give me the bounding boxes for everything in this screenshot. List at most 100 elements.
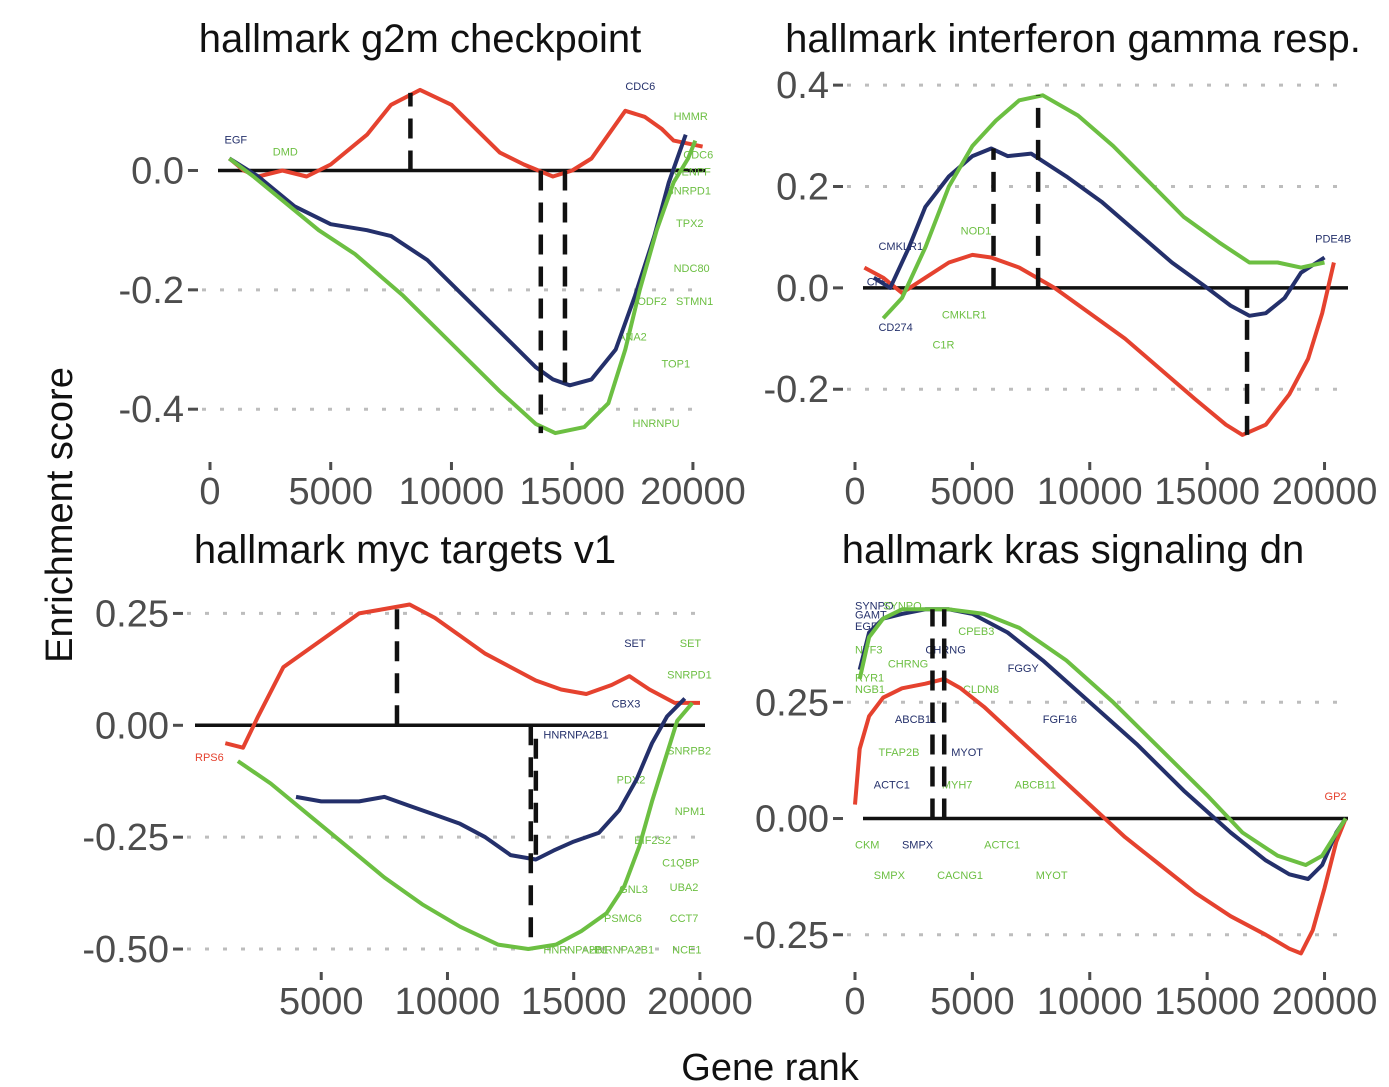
gene-label: TPX2 [676,218,704,230]
series-line-red [853,677,1348,956]
gene-label: DMD [273,147,298,159]
gene-label: HNRNPU [633,418,680,430]
gene-label: PDE4B [1315,233,1351,245]
gene-label: NGB1 [855,684,885,696]
y-tick-label: -0.4 [119,389,184,431]
gene-label: SET [624,638,646,650]
y-tick-label: 0.2 [776,167,829,209]
x-tick-label: 10000 [1037,981,1143,1023]
x-axis-label: Gene rank [681,1047,859,1087]
gene-label: SNRPD1 [666,185,711,197]
y-tick-label: 0.0 [776,268,829,310]
x-tick-label: 5000 [930,981,1015,1023]
gene-label: PSMC6 [604,913,642,925]
y-tick-label: 0.0 [131,150,184,192]
series-line-green [857,607,1348,867]
panel-g2m-checkpoint: hallmark g2m checkpoint 0.0 -0.2 -0.4 0 5000… [119,17,746,513]
gene-label: SYNPO [855,600,894,612]
panel-myc-targets: hallmark myc targets v1 0.25 0.00 -0.25 -0.… [82,528,752,1023]
x-tick-label: 15000 [1154,471,1260,513]
series-line-red [224,602,700,750]
series-line-green [228,139,698,436]
gene-label: HMMR [674,111,708,123]
gene-label: SMPX [874,870,906,882]
series-line-red [228,87,704,179]
x-tick-label: 20000 [1272,981,1378,1023]
gene-label: CCT7 [670,913,699,925]
gene-label: GAMT [855,610,887,622]
x-tick-label: 5000 [279,981,364,1023]
gene-label: HNRNPA2B1 [543,730,608,742]
x-tick-label: 0 [844,981,865,1023]
gene-label: CLDN8 [963,684,999,696]
gene-label: FGF16 [1043,714,1077,726]
gene-label: HNRNPA2B1 [543,945,608,957]
panel-title: hallmark interferon gamma resp. [785,17,1361,61]
gene-label: C1QBP [662,857,699,869]
x-tick-label: 15000 [1154,981,1260,1023]
gene-label: SNRPD1 [667,669,712,681]
x-tick-label: 10000 [395,981,501,1023]
series-line-navy [228,134,688,388]
panel-kras-signaling-dn: hallmark kras signaling dn 0.25 0.00 -0.25… [742,528,1377,1023]
series-line-green [236,701,694,951]
gene-label: CDC6 [625,81,655,93]
gene-label: SNRPB2 [667,745,711,757]
gene-label: CD274 [878,322,912,334]
x-tick-label: 5000 [930,471,1015,513]
series-line-green [881,93,1325,320]
y-tick-label: 0.00 [95,705,169,747]
gene-label: TFAP2B [878,747,919,759]
gene-label: CMKLR1 [942,309,987,321]
gene-label: TOP1 [662,358,691,370]
gene-label: ACTC1 [984,840,1020,852]
y-tick-label: 0.25 [755,682,829,724]
x-tick-label: 10000 [399,471,505,513]
x-tick-label: 20000 [640,471,746,513]
x-tick-label: 15000 [521,981,627,1023]
gene-label: ANA2 [618,332,647,344]
gene-label: NCE1 [672,945,701,957]
y-tick-label: 0.25 [95,593,169,635]
gene-label: PDX2 [617,774,646,786]
y-tick-label: 0.00 [755,799,829,841]
panel-title: hallmark kras signaling dn [842,528,1304,572]
y-tick-label: 0.4 [776,65,829,107]
gene-label: CHRNG [888,658,928,670]
x-tick-label: 0 [844,471,865,513]
gene-label: GP2 [1325,791,1347,803]
gene-label: NOD1 [961,226,992,238]
series-line-navy [872,146,1326,318]
gene-label: UBA2 [670,882,699,894]
gene-label: ODF2 [637,296,666,308]
panel-title: hallmark g2m checkpoint [199,17,641,61]
y-tick-label: -0.50 [82,929,169,971]
x-tick-label: 20000 [647,981,753,1023]
gene-label: MYH7 [942,779,973,791]
gene-label: GNL3 [619,884,648,896]
gene-label: HNRNPA2B1 [589,945,654,957]
gene-label: STMN1 [676,296,713,308]
gene-label: NDC80 [674,263,710,275]
y-axis-label: Enrichment score [39,367,81,663]
gene-label: CKM [855,840,879,852]
x-tick-label: 20000 [1272,471,1378,513]
gene-label: CPEB3 [958,626,994,638]
y-tick-label: -0.2 [119,270,184,312]
series-line-red [863,252,1336,437]
x-tick-label: 15000 [519,471,625,513]
gene-label: MYOT [1036,870,1068,882]
y-tick-label: -0.25 [742,915,829,957]
x-tick-label: 0 [199,471,220,513]
gene-label: SMPX [902,840,934,852]
series-line-navy [857,607,1348,881]
panel-interferon-gamma: hallmark interferon gamma resp. 0.4 0.2 0.… [764,17,1378,513]
gene-label: MYOT [951,747,983,759]
gene-label: SET [680,638,702,650]
gene-label: FGGY [1008,663,1040,675]
gene-label: EGF [224,135,247,147]
panel-title: hallmark myc targets v1 [194,528,616,572]
gene-label: ABCB11 [1015,779,1056,791]
x-tick-label: 10000 [1037,471,1143,513]
